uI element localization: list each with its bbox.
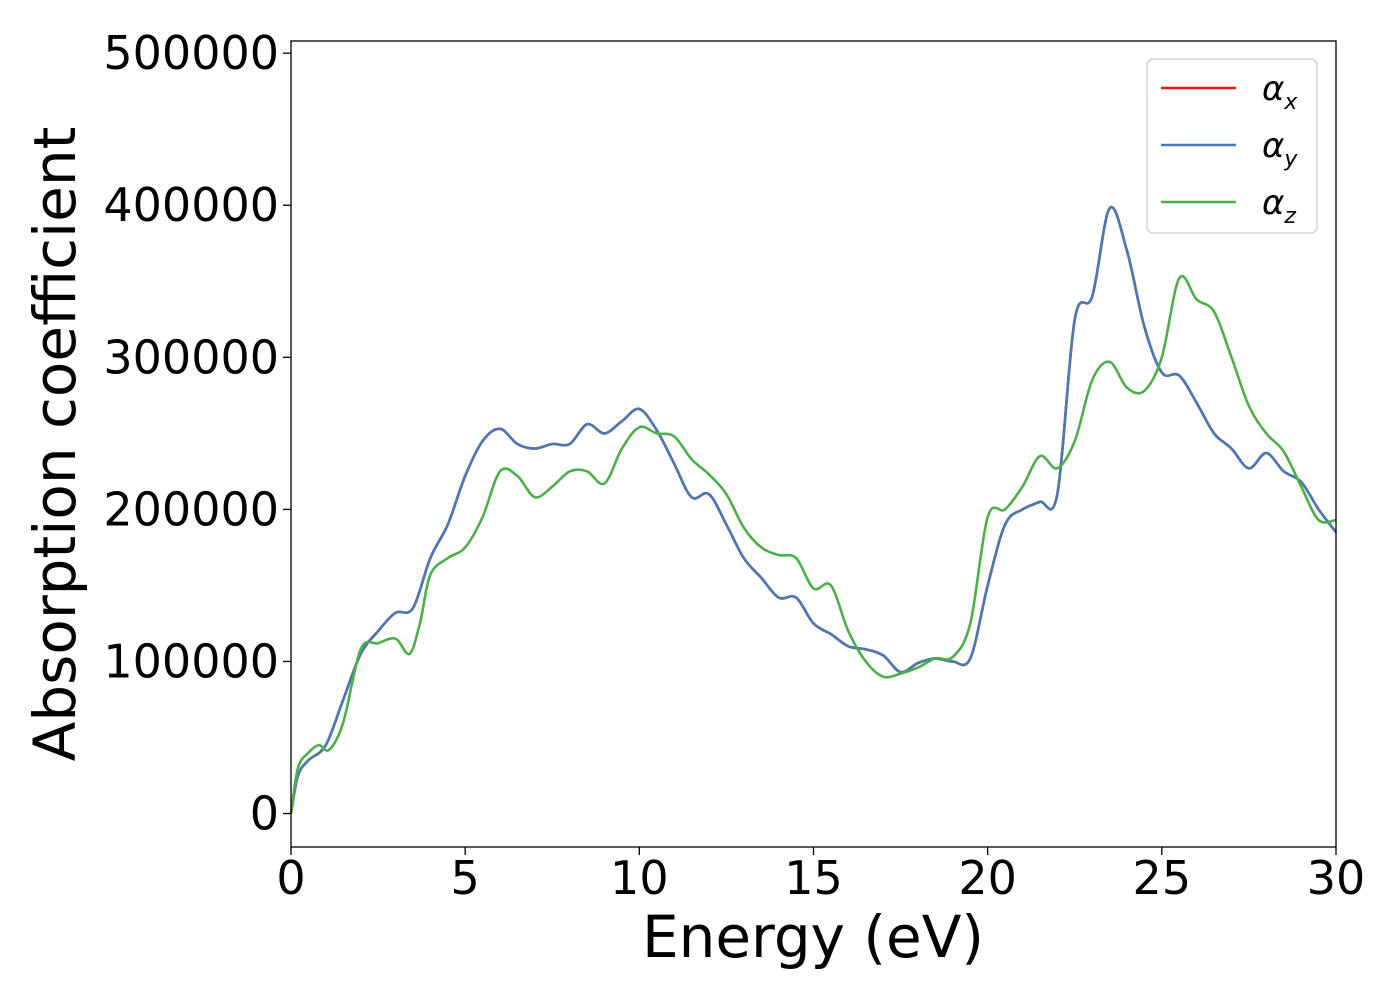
y-tick-label: 400000 (103, 178, 279, 232)
x-tick-label: 5 (451, 851, 480, 905)
y-tick-label: 200000 (103, 482, 279, 536)
x-tick-label: 20 (958, 851, 1017, 905)
series-line-z (289, 274, 1337, 814)
x-axis-ticks: 0 5 10 15 20 25 30 (276, 847, 1365, 905)
x-tick-label: 15 (784, 851, 843, 905)
y-tick-label: 100000 (103, 634, 279, 688)
x-tick-label: 30 (1307, 851, 1366, 905)
y-tick-label: 0 (250, 787, 279, 841)
x-tick-label: 25 (1133, 851, 1192, 905)
series-line-y (289, 205, 1338, 814)
y-tick-label: 300000 (103, 330, 279, 384)
series-lines (289, 205, 1338, 814)
y-axis-label: Absorption coefficient (21, 127, 89, 762)
y-tick-label: 500000 (103, 26, 279, 80)
x-axis-label: Energy (eV) (642, 903, 984, 971)
y-axis-ticks: 0 100000 200000 300000 400000 500000 (103, 26, 291, 841)
x-tick-label: 0 (276, 851, 305, 905)
x-tick-label: 10 (610, 851, 669, 905)
